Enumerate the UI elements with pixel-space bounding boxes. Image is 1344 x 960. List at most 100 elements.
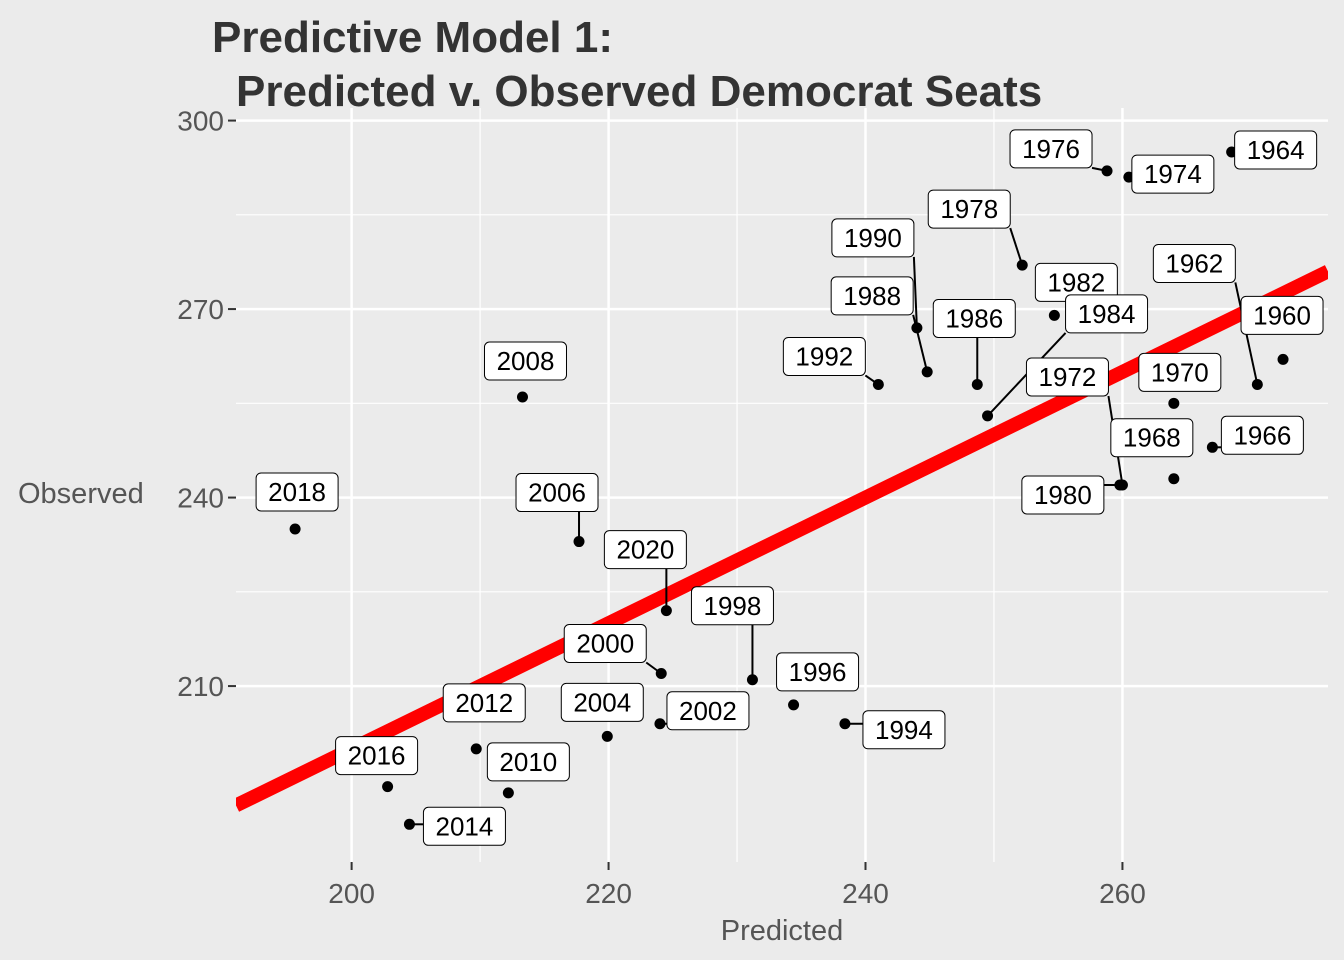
data-point (1206, 441, 1218, 453)
point-label: 1970 (1138, 352, 1222, 392)
data-point (1168, 473, 1180, 485)
point-label-text: 1980 (1034, 480, 1092, 510)
data-point (1101, 165, 1113, 177)
data-point (470, 743, 482, 755)
point-label: 1996 (776, 652, 860, 692)
point-label-box (483, 341, 567, 381)
data-point (921, 366, 933, 378)
point-label-text: 1972 (1039, 362, 1097, 392)
point-label-text: 2004 (573, 687, 631, 717)
x-axis-title: Predicted (721, 915, 844, 947)
data-point (289, 523, 301, 535)
point-label-text: 2012 (455, 688, 513, 718)
point-label-box (560, 682, 644, 722)
point-label-text: 2000 (576, 629, 634, 659)
point-label-text: 1998 (704, 591, 762, 621)
point-label-box (776, 652, 860, 692)
point-label-text: 1964 (1247, 135, 1305, 165)
data-point (1251, 378, 1263, 390)
point-label-box (1234, 130, 1318, 170)
point-label: 1972 (1025, 357, 1109, 397)
point-label-box (1021, 475, 1105, 515)
data-point (573, 536, 585, 548)
point-label-text: 2018 (268, 477, 326, 507)
data-point (382, 781, 394, 793)
point-label: 2018 (255, 472, 339, 512)
point-label-text: 1996 (789, 657, 847, 687)
point-label-text: 1992 (795, 341, 853, 371)
point-label: 1966 (1220, 415, 1304, 455)
point-label-text: 1966 (1233, 420, 1291, 450)
point-label-box (1240, 295, 1324, 335)
x-tick-label: 220 (585, 878, 632, 909)
point-label: 2002 (666, 691, 750, 731)
point-label: 1984 (1065, 294, 1149, 334)
point-label: 2008 (483, 341, 567, 381)
point-label-text: 1968 (1123, 423, 1181, 453)
point-label: 2012 (442, 683, 526, 723)
point-label-box (603, 530, 687, 570)
point-label: 1974 (1131, 154, 1215, 194)
point-label: 2010 (486, 742, 570, 782)
data-point (502, 787, 514, 799)
point-label-box (1009, 129, 1093, 169)
point-label-box (862, 710, 946, 750)
point-label: 1988 (830, 276, 914, 316)
data-point (872, 378, 884, 390)
point-label-text: 2020 (616, 535, 674, 565)
y-tick-label: 240 (177, 483, 224, 514)
data-point (516, 391, 528, 403)
point-label: 1976 (1009, 129, 1093, 169)
data-point (655, 668, 667, 679)
data-point (1114, 479, 1126, 491)
y-axis-title: Observed (18, 478, 144, 510)
data-points (289, 146, 1289, 830)
y-tick-label: 270 (177, 294, 224, 325)
point-label: 1998 (690, 586, 774, 626)
data-point (746, 674, 758, 686)
data-point (1277, 353, 1289, 365)
data-point (982, 410, 994, 422)
data-point (1016, 259, 1028, 271)
point-label: 1992 (782, 336, 866, 376)
point-label: 1962 (1152, 243, 1236, 283)
point-label-box (1110, 418, 1194, 458)
point-label-box (932, 298, 1016, 338)
point-label-box (515, 473, 599, 513)
x-tick-label: 240 (842, 878, 889, 909)
point-labels: 1960 1962 1964 1966 1968 1970 1972 1974 1976 1978… (255, 129, 1324, 846)
point-label-text: 1990 (844, 223, 902, 253)
point-label-text: 1976 (1022, 134, 1080, 164)
point-label-text: 1962 (1165, 248, 1223, 278)
axis-ticks: 200 220 240 260 210 240 270 300 (177, 106, 1146, 909)
point-label-text: 1974 (1144, 159, 1202, 189)
point-label: 2014 (422, 806, 506, 846)
chart-title-line-2: Predicted v. Observed Democrat Seats (236, 67, 1042, 116)
x-tick-label: 200 (328, 878, 375, 909)
point-label-box (255, 472, 339, 512)
point-label-text: 1970 (1151, 357, 1209, 387)
point-label-text: 2008 (497, 346, 555, 376)
point-label-box (1152, 243, 1236, 283)
point-label: 2000 (563, 624, 647, 663)
data-point (601, 730, 613, 742)
point-label: 2006 (515, 473, 599, 513)
chart-title-line-1: Predictive Model 1: (212, 13, 613, 62)
label-leader-line (912, 256, 918, 328)
point-label: 1968 (1110, 418, 1194, 458)
point-label-box (442, 683, 526, 723)
y-tick-label: 210 (177, 671, 224, 702)
point-label: 2016 (335, 736, 419, 776)
point-label-box (486, 742, 570, 782)
point-label-box (830, 276, 914, 316)
point-label: 1964 (1234, 130, 1318, 170)
point-label-box (831, 218, 915, 258)
data-point (788, 699, 800, 711)
point-label-box (1025, 357, 1109, 397)
point-label: 1986 (932, 298, 1016, 338)
point-label-box (782, 336, 866, 376)
point-label-box (1138, 352, 1222, 392)
point-label-box (563, 624, 647, 663)
